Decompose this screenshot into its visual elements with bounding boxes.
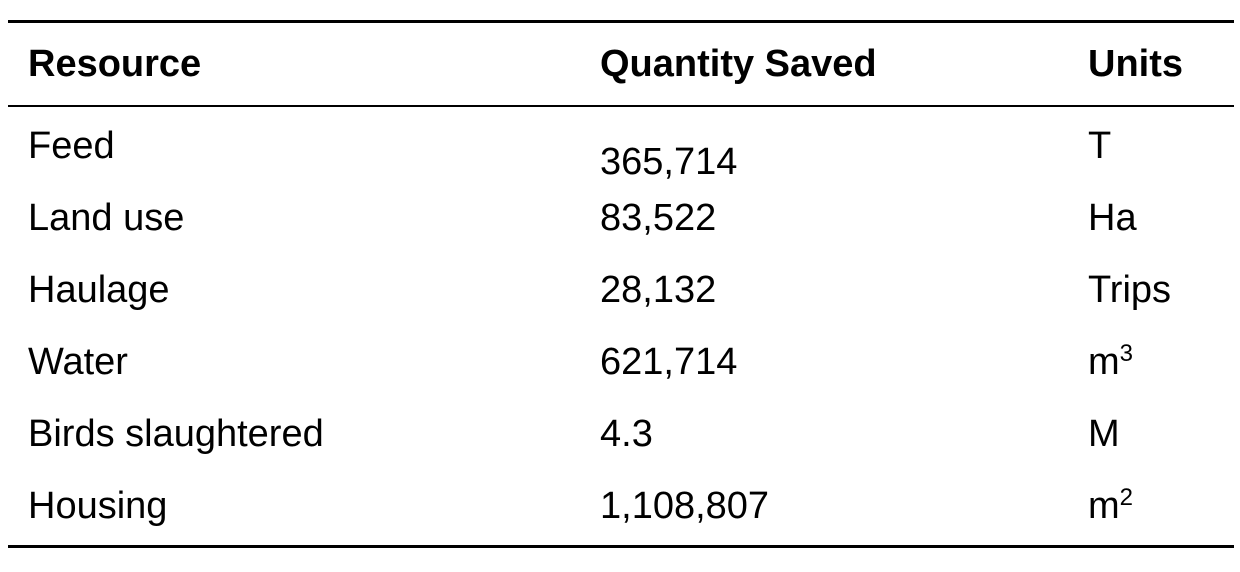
header-units: Units	[1088, 42, 1183, 85]
table-top-rule	[8, 20, 1234, 23]
header-resource: Resource	[28, 42, 202, 85]
quantity-cell: 621,714	[600, 341, 738, 383]
unit-base: T	[1088, 125, 1112, 167]
unit-base: m	[1088, 485, 1120, 527]
quantity-cell: 4.3	[600, 413, 653, 455]
resource-cell: Housing	[28, 485, 168, 527]
table-row: Birds slaughtered 4.3 M	[8, 399, 1234, 471]
resource-cell: Water	[28, 341, 128, 383]
units-cell: m3	[1088, 341, 1133, 384]
units-cell: T	[1088, 125, 1111, 168]
resource-cell: Haulage	[28, 269, 170, 311]
resource-savings-table: Resource Quantity Saved Units Feed 365,7…	[8, 20, 1234, 548]
table-bottom-rule	[8, 544, 1234, 548]
resource-cell: Land use	[28, 197, 185, 239]
unit-base: Ha	[1088, 197, 1137, 239]
quantity-cell: 83,522	[600, 197, 717, 239]
quantity-cell: 1,108,807	[600, 485, 770, 527]
table-row: Housing 1,108,807 m2	[8, 471, 1234, 543]
resource-cell: Feed	[28, 125, 115, 167]
quantity-cell: 365,714	[600, 140, 738, 183]
units-cell: Ha	[1088, 197, 1137, 240]
unit-exponent: 3	[1119, 339, 1134, 367]
header-quantity-saved: Quantity Saved	[600, 42, 877, 85]
units-cell: M	[1088, 413, 1120, 456]
quantity-cell: 28,132	[600, 269, 717, 311]
unit-base: M	[1088, 413, 1120, 455]
table-row: Haulage 28,132 Trips	[8, 255, 1234, 327]
unit-exponent: 2	[1119, 483, 1134, 511]
units-cell: Trips	[1088, 269, 1171, 312]
table-row: Land use 83,522 Ha	[8, 183, 1234, 255]
table-row: Feed 365,714 T	[8, 111, 1234, 183]
table-row: Water 621,714 m3	[8, 327, 1234, 399]
units-cell: m2	[1088, 485, 1133, 528]
table-header-rule	[8, 105, 1234, 107]
table-header-row: Resource Quantity Saved Units	[8, 23, 1234, 105]
unit-base: m	[1088, 341, 1120, 383]
unit-base: Trips	[1088, 269, 1172, 311]
resource-cell: Birds slaughtered	[28, 413, 324, 455]
